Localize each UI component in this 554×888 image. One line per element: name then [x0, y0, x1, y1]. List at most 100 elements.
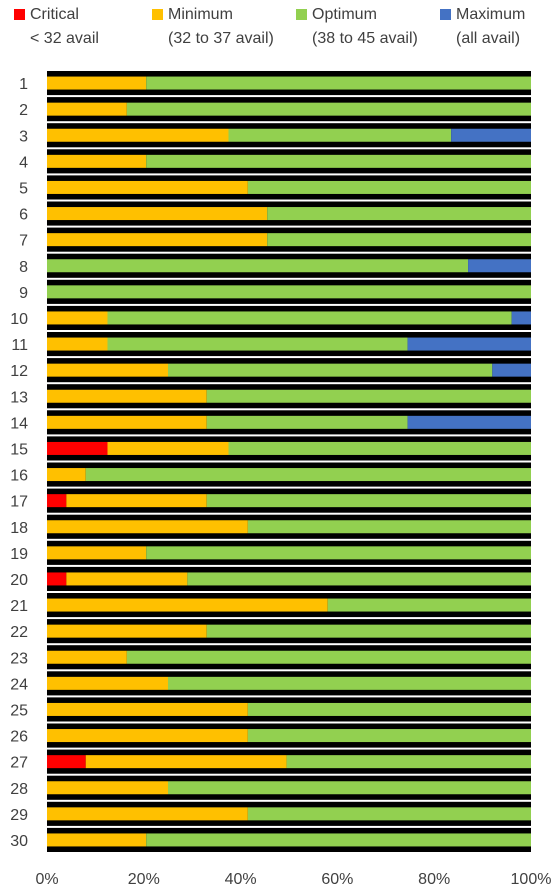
y-tick-label: 4 — [19, 154, 28, 171]
y-tick-label: 20 — [10, 572, 28, 589]
bar-segment-optimum — [146, 154, 531, 168]
bar-segment-minimum — [47, 180, 248, 194]
bar-segment-optimum — [206, 624, 531, 638]
y-tick-label: 10 — [10, 311, 28, 328]
bar-segment-optimum — [247, 180, 532, 194]
bar-segment-minimum — [47, 76, 147, 90]
x-tick-label: 20% — [128, 871, 160, 888]
y-tick-label: 18 — [10, 520, 28, 537]
bar-segment-optimum — [146, 546, 531, 560]
legend-sublabel: < 32 avail — [30, 30, 99, 47]
x-tick-label: 80% — [418, 871, 450, 888]
legend-swatch — [152, 9, 163, 20]
bar-segment-minimum — [47, 702, 248, 716]
bar-segment-minimum — [107, 441, 229, 455]
y-tick-label: 21 — [10, 598, 28, 615]
bar-segment-minimum — [47, 363, 168, 377]
y-tick-label: 13 — [10, 389, 28, 406]
bar-segment-optimum — [107, 337, 408, 351]
y-tick-label: 2 — [19, 102, 28, 119]
y-tick-label: 7 — [19, 233, 28, 250]
bar-segment-minimum — [47, 102, 127, 116]
bar-segment-optimum — [267, 207, 531, 221]
plot-area — [47, 71, 532, 852]
legend-sublabel: (all avail) — [456, 30, 520, 47]
y-tick-label: 3 — [19, 128, 28, 145]
x-axis: 0% 20% 40% 60% 80% 100% — [35, 871, 551, 888]
legend-item-critical: Critical < 32 avail — [14, 6, 99, 47]
bar-segment-critical — [47, 494, 67, 508]
legend-sublabel: (32 to 37 avail) — [168, 30, 274, 47]
bar-segment-minimum — [85, 755, 287, 769]
bar-segment-minimum — [47, 650, 127, 664]
legend: Critical < 32 avail Minimum (32 to 37 avail… — [14, 6, 525, 47]
bar-segment-minimum — [47, 337, 108, 351]
y-tick-label: 22 — [10, 624, 28, 641]
y-tick-label: 28 — [10, 781, 28, 798]
bar-segment-optimum — [168, 781, 531, 795]
y-tick-label: 15 — [10, 441, 28, 458]
bar-segment-minimum — [47, 676, 168, 690]
y-tick-label: 1 — [19, 76, 28, 93]
y-tick-label: 23 — [10, 650, 28, 667]
y-tick-label: 29 — [10, 807, 28, 824]
bar-segment-minimum — [66, 494, 207, 508]
bar-segment-minimum — [47, 415, 207, 429]
y-tick-label: 5 — [19, 180, 28, 197]
legend-item-optimum: Optimum (38 to 45 avail) — [296, 6, 418, 47]
bar-segment-minimum — [47, 233, 268, 247]
bar-segment-maximum — [492, 363, 531, 377]
bar-segment-optimum — [47, 259, 469, 273]
legend-swatch — [440, 9, 451, 20]
bar-segment-optimum — [126, 650, 532, 664]
y-tick-label: 8 — [19, 259, 28, 276]
bar-segment-minimum — [47, 807, 248, 821]
bar-segment-minimum — [47, 520, 248, 534]
bar-segment-minimum — [47, 598, 328, 612]
y-tick-label: 24 — [10, 676, 28, 693]
bar-segment-minimum — [47, 781, 168, 795]
bar-segment-optimum — [267, 233, 531, 247]
legend-swatch — [14, 9, 25, 20]
bar-segment-optimum — [187, 572, 532, 586]
bar-segment-minimum — [47, 833, 147, 847]
bar-segment-optimum — [126, 102, 532, 116]
bar-segment-maximum — [511, 311, 531, 325]
bar-segment-minimum — [47, 389, 207, 403]
bar-segment-minimum — [47, 729, 248, 743]
bar-segment-optimum — [327, 598, 531, 612]
bar-segment-optimum — [206, 494, 531, 508]
bar-segment-optimum — [47, 285, 531, 299]
bar-segment-critical — [47, 572, 67, 586]
bar-segment-optimum — [247, 702, 532, 716]
bar-segment-maximum — [407, 415, 531, 429]
y-tick-label: 27 — [10, 755, 28, 772]
y-tick-label: 16 — [10, 468, 28, 485]
bar-segment-optimum — [228, 128, 452, 142]
bar-segment-optimum — [228, 441, 531, 455]
bar-segment-optimum — [206, 389, 531, 403]
bar-segment-optimum — [168, 676, 531, 690]
bar-segment-minimum — [47, 154, 147, 168]
bar-segment-optimum — [168, 363, 493, 377]
x-tick-label: 40% — [225, 871, 257, 888]
bar-segment-minimum — [47, 311, 108, 325]
bar-segment-minimum — [47, 207, 268, 221]
y-tick-label: 12 — [10, 363, 28, 380]
y-tick-label: 17 — [10, 494, 28, 511]
y-tick-label: 19 — [10, 546, 28, 563]
x-tick-label: 100% — [511, 871, 552, 888]
y-tick-label: 14 — [10, 415, 28, 432]
y-tick-label: 25 — [10, 702, 28, 719]
bar-segment-maximum — [407, 337, 531, 351]
bar-segment-optimum — [247, 729, 532, 743]
bar-segment-optimum — [286, 755, 531, 769]
bar-segment-optimum — [247, 520, 532, 534]
bar-segment-minimum — [47, 546, 147, 560]
bar-segment-maximum — [451, 128, 531, 142]
y-tick-label: 9 — [19, 285, 28, 302]
bar-segment-critical — [47, 441, 108, 455]
bar-segment-optimum — [146, 76, 531, 90]
legend-item-minimum: Minimum (32 to 37 avail) — [152, 6, 274, 47]
legend-item-maximum: Maximum (all avail) — [440, 6, 525, 47]
